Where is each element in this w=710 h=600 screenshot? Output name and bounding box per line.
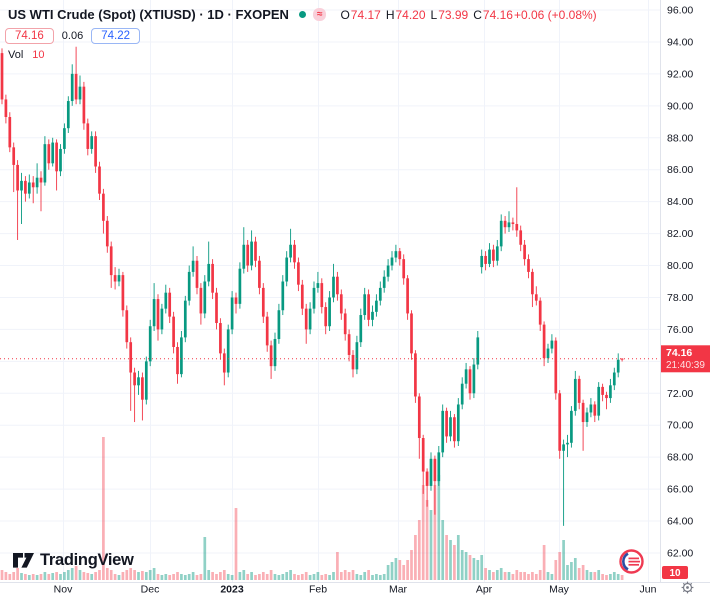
svg-text:92.00: 92.00 xyxy=(667,68,693,80)
tradingview-logo[interactable]: TradingView xyxy=(12,551,134,570)
svg-text:86.00: 86.00 xyxy=(667,164,693,176)
tradingview-glyph-icon xyxy=(12,551,36,570)
svg-text:82.00: 82.00 xyxy=(667,228,693,240)
market-status-icon[interactable] xyxy=(298,11,306,18)
svg-text:76.00: 76.00 xyxy=(667,324,693,336)
svg-text:78.00: 78.00 xyxy=(667,292,693,304)
svg-text:62.00: 62.00 xyxy=(667,548,693,560)
low-label: L xyxy=(430,7,438,22)
time-axis[interactable]: Nov Dec 2023 Feb Mar Apr May Jun xyxy=(54,584,657,596)
chart-legend: US WTI Crude (Spot) (XTIUSD) · 1D · FXOP… xyxy=(5,5,597,61)
volume-legend-row: Vol 10 xyxy=(8,49,597,61)
svg-text:80.00: 80.00 xyxy=(667,260,693,272)
high-label: H xyxy=(385,7,395,22)
volume-axis-badge: 10 xyxy=(662,566,688,579)
delayed-data-icon[interactable]: ≈ xyxy=(312,8,327,21)
svg-text:Jun: Jun xyxy=(640,584,657,596)
volume-indicator-label[interactable]: Vol xyxy=(8,49,24,61)
candles xyxy=(0,46,624,526)
svg-text:68.00: 68.00 xyxy=(667,452,693,464)
svg-text:88.00: 88.00 xyxy=(667,132,693,144)
svg-text:Feb: Feb xyxy=(309,584,327,596)
svg-text:72.00: 72.00 xyxy=(667,388,693,400)
svg-text:74.16: 74.16 xyxy=(666,347,692,359)
svg-text:84.00: 84.00 xyxy=(667,196,693,208)
svg-text:2023: 2023 xyxy=(220,584,244,596)
svg-text:10: 10 xyxy=(669,568,681,579)
svg-text:Nov: Nov xyxy=(54,584,73,596)
svg-text:70.00: 70.00 xyxy=(667,420,693,432)
symbol-title[interactable]: US WTI Crude (Spot) (XTIUSD) · 1D · FXOP… xyxy=(8,7,289,22)
chart-grid xyxy=(0,0,710,583)
svg-text:96.00: 96.00 xyxy=(667,5,693,17)
svg-text:Apr: Apr xyxy=(476,584,493,596)
svg-text:64.00: 64.00 xyxy=(667,516,693,528)
svg-text:Mar: Mar xyxy=(389,584,408,596)
buy-price-button[interactable]: 74.22 xyxy=(91,28,140,44)
spread-value: 0.06 xyxy=(61,30,84,42)
change-value: +0.06 (+0.08%) xyxy=(513,7,597,22)
close-label: C xyxy=(473,7,482,22)
tradingview-brand-text: TradingView xyxy=(40,551,134,569)
svg-text:21:40:39: 21:40:39 xyxy=(666,360,705,371)
symbol-row: US WTI Crude (Spot) (XTIUSD) · 1D · FXOP… xyxy=(8,5,597,24)
svg-text:Dec: Dec xyxy=(141,584,160,596)
fxopen-logo[interactable] xyxy=(619,549,644,579)
svg-text:90.00: 90.00 xyxy=(667,100,693,112)
svg-text:May: May xyxy=(549,584,570,596)
svg-text:94.00: 94.00 xyxy=(667,36,693,48)
open-value: 74.17 xyxy=(350,7,381,22)
close-value: 74.16 xyxy=(482,7,513,22)
bid-ask-row: 74.16 0.06 74.22 xyxy=(5,28,597,44)
sell-price-button[interactable]: 74.16 xyxy=(5,28,54,44)
price-axis[interactable]: 96.00 94.00 92.00 90.00 88.00 86.00 84.00 82.00… xyxy=(667,5,693,560)
volume-bars xyxy=(0,437,624,580)
ohlc-values: O74.17 H74.20 L73.99 C74.16+0.06 (+0.08%) xyxy=(335,8,596,22)
volume-indicator-value: 10 xyxy=(32,49,45,61)
axis-settings-gear-icon[interactable] xyxy=(681,581,694,599)
low-value: 73.99 xyxy=(438,7,469,22)
open-label: O xyxy=(340,7,350,22)
svg-text:66.00: 66.00 xyxy=(667,484,693,496)
high-value: 74.20 xyxy=(395,7,426,22)
